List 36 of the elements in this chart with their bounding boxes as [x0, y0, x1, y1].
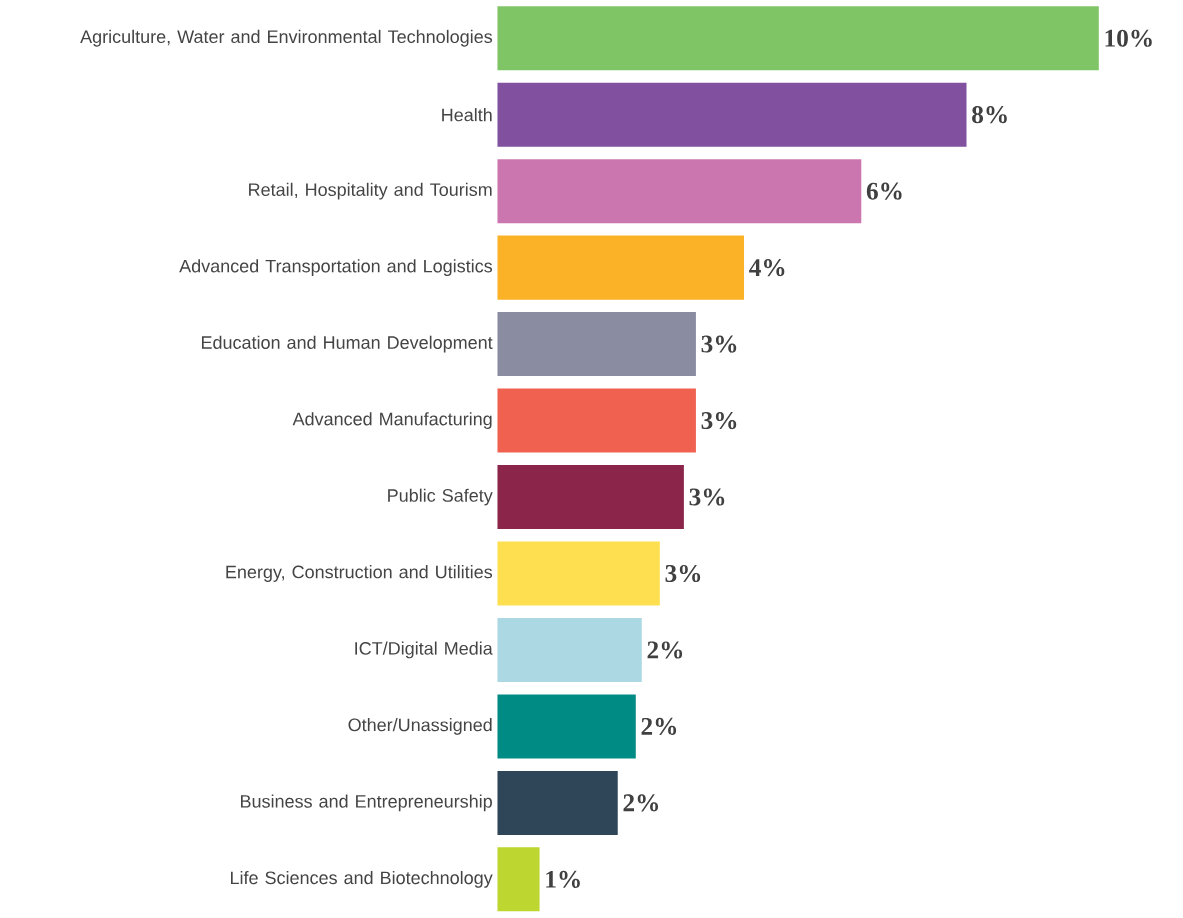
data-label: 3%	[701, 412, 737, 430]
data-label: 6%	[866, 182, 902, 200]
bar	[497, 694, 636, 759]
data-label: 3%	[689, 488, 725, 506]
bar	[497, 388, 696, 453]
bar	[497, 618, 642, 683]
y-tick-label: Public Safety	[388, 488, 493, 506]
data-label: 10%	[1105, 29, 1152, 48]
data-label: 3%	[701, 335, 737, 353]
y-tick-label: Business and Entrepreneurship	[241, 794, 492, 812]
bar	[497, 159, 862, 224]
bar	[497, 82, 967, 147]
y-tick-label: Education and Human Development	[201, 335, 493, 353]
bar	[497, 465, 684, 530]
y-tick-label: Retail, Hospitality and Tourism	[249, 182, 492, 200]
data-label: 3%	[665, 565, 701, 583]
data-label: 2%	[623, 794, 659, 812]
y-tick-label: Energy, Construction and Utilities	[226, 565, 493, 583]
y-tick-label: Agriculture, Water and Environmental Technologies	[80, 30, 493, 47]
bar	[497, 771, 618, 836]
y-tick-label: Other/Unassigned	[348, 718, 492, 736]
y-tick-label: Advanced Transportation and Logistics	[179, 259, 493, 277]
data-label: 2%	[641, 718, 677, 736]
bar	[497, 312, 696, 377]
y-tick-label: Advanced Manufacturing	[292, 412, 492, 430]
bar	[497, 235, 745, 300]
bar	[497, 541, 660, 606]
data-label: 1%	[546, 870, 580, 889]
data-label: 4%	[749, 259, 785, 277]
bar	[497, 847, 540, 912]
data-label: 2%	[647, 641, 683, 659]
y-tick-label: Life Sciences and Biotechnology	[231, 871, 493, 888]
y-tick-label: ICT/Digital Media	[355, 641, 493, 659]
bar	[497, 6, 1099, 71]
data-label: 8%	[972, 106, 1007, 124]
y-tick-label: Health	[442, 108, 492, 122]
